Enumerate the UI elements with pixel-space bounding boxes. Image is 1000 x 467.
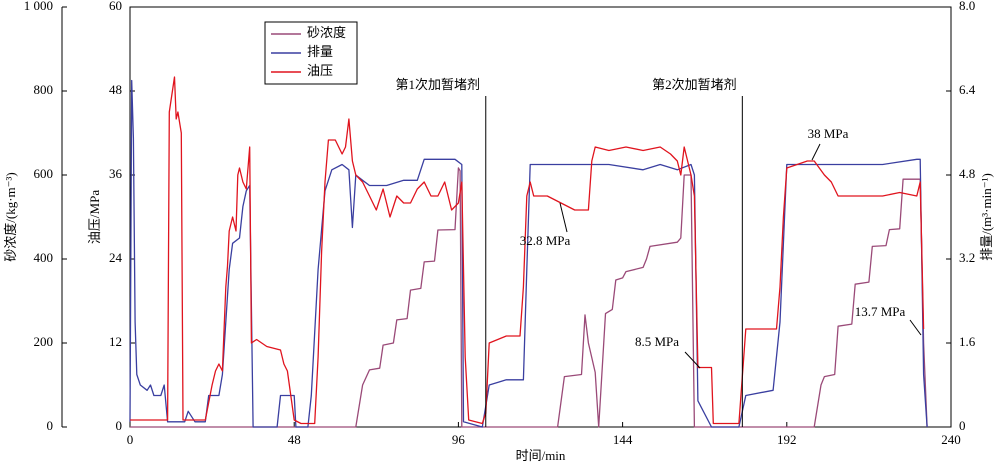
callout-label: 13.7 MPa [855,304,906,319]
legend-label: 砂浓度 [307,25,346,40]
y3-tick-label: 600 [34,166,54,181]
callout-line [559,202,568,233]
y2-axis-label: 排量/(m³·min⁻¹) [979,173,994,261]
y2-tick-label: 1.6 [959,334,976,349]
callout-line [684,351,701,369]
x-tick-label: 240 [941,432,961,447]
callout-label: 8.5 MPa [635,334,679,349]
y-tick-label: 12 [109,334,122,349]
y3-axis-label: 砂浓度/(kg·m⁻³) [3,172,18,261]
x-tick-label: 48 [288,432,301,447]
legend-label: 排量 [307,44,333,59]
y2-tick-label: 4.8 [959,166,975,181]
callout-line [909,319,922,336]
y-tick-label: 24 [109,250,123,265]
x-tick-label: 96 [452,432,466,447]
y3-tick-label: 1 000 [24,0,53,13]
event-label: 第1次加暂堵剂 [396,77,481,92]
data-line [130,167,928,428]
y-axis-label: 油压/MPa [87,190,102,244]
callout-line [811,143,821,161]
data-line [130,76,925,425]
y-tick-label: 36 [109,166,123,181]
x-tick-label: 0 [127,432,134,447]
y-tick-label: 48 [109,82,122,97]
x-tick-label: 144 [613,432,633,447]
y-tick-label: 0 [116,418,123,433]
y3-tick-label: 200 [34,334,54,349]
plot-frame [129,6,952,428]
x-tick-label: 192 [777,432,797,447]
x-axis-label: 时间/min [516,448,566,463]
y-tick-label: 60 [109,0,122,13]
y2-tick-label: 0 [959,418,966,433]
event-label: 第2次加暂堵剂 [652,77,737,92]
y2-tick-label: 6.4 [959,82,976,97]
y2-tick-label: 8.0 [959,0,975,13]
callout-label: 32.8 MPa [520,233,571,248]
y2-tick-label: 3.2 [959,250,975,265]
callout-label: 38 MPa [808,126,849,141]
y3-tick-label: 0 [47,418,54,433]
legend-label: 油压 [307,63,333,78]
y3-tick-label: 400 [34,250,54,265]
y3-tick-label: 800 [34,82,54,97]
